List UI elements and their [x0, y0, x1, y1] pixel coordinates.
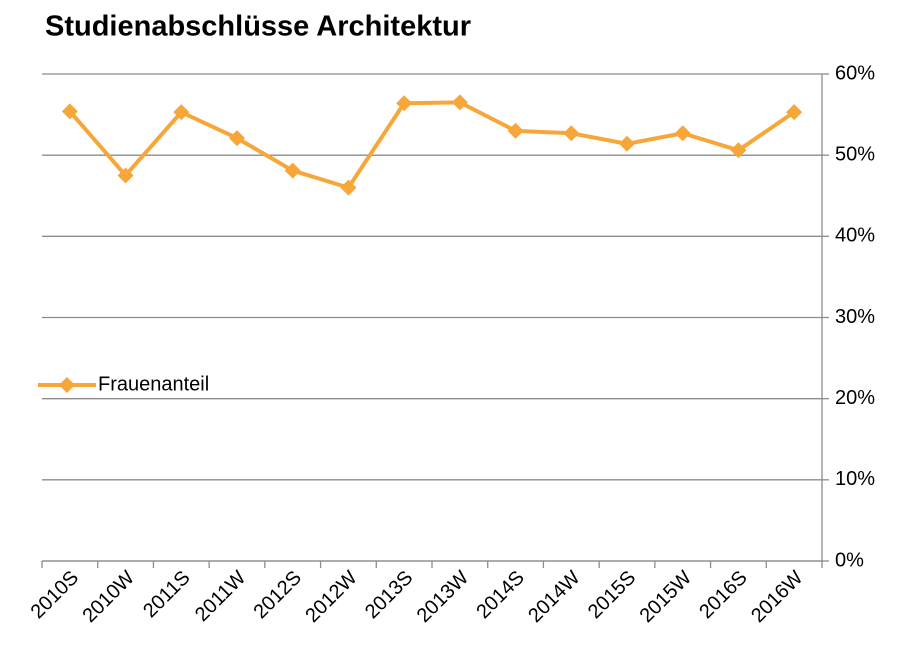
y-tick-label: 30%: [835, 306, 875, 328]
data-point: [173, 104, 190, 121]
x-tick-label: 2016W: [747, 567, 807, 627]
data-point: [340, 179, 357, 196]
x-tick-label: 2015S: [584, 567, 640, 623]
x-tick-label: 2011W: [191, 567, 250, 626]
data-point: [507, 122, 524, 139]
y-tick-label: 40%: [835, 225, 875, 247]
data-point: [61, 103, 78, 120]
x-tick-label: 2015W: [636, 567, 696, 627]
chart-title: Studienabschlüsse Architektur: [45, 11, 471, 43]
data-point: [117, 167, 134, 184]
data-point: [284, 162, 301, 179]
y-tick-label: 60%: [835, 62, 875, 84]
x-tick-label: 2012S: [250, 567, 306, 623]
legend-label: Frauenanteil: [98, 373, 209, 395]
data-point: [730, 142, 747, 159]
data-point: [451, 94, 468, 111]
x-tick-label: 2010W: [78, 567, 138, 627]
y-tick-label: 20%: [835, 387, 875, 409]
x-tick-label: 2014S: [472, 567, 528, 623]
x-tick-label: 2016S: [695, 567, 751, 623]
y-tick-label: 50%: [835, 143, 875, 165]
legend-marker: [59, 377, 75, 393]
data-point: [674, 125, 691, 142]
x-tick-label: 2010S: [27, 567, 83, 623]
data-point: [619, 135, 635, 152]
x-tick-label: 2013S: [361, 567, 417, 623]
x-tick-label: 2013W: [413, 567, 473, 627]
data-point: [563, 125, 580, 142]
y-tick-label: 10%: [835, 468, 875, 490]
data-point: [229, 130, 245, 147]
x-tick-label: 2011S: [139, 567, 194, 622]
data-point: [786, 104, 803, 121]
y-tick-label: 0%: [835, 549, 864, 571]
x-tick-label: 2014W: [524, 567, 584, 627]
series-line: [68, 100, 796, 190]
data-point: [396, 95, 413, 112]
x-tick-label: 2012W: [301, 567, 361, 627]
